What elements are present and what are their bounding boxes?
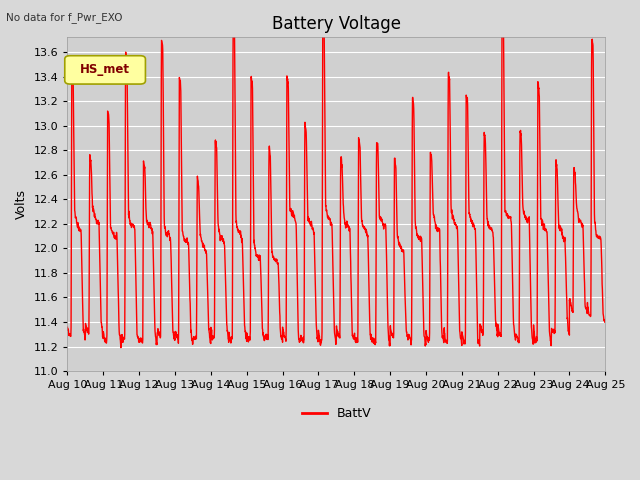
Text: HS_met: HS_met [80,62,130,75]
Legend: BattV: BattV [296,402,376,425]
Y-axis label: Volts: Volts [15,189,28,219]
Text: No data for f_Pwr_EXO: No data for f_Pwr_EXO [6,12,123,23]
Title: Battery Voltage: Battery Voltage [272,15,401,33]
FancyBboxPatch shape [65,56,145,84]
